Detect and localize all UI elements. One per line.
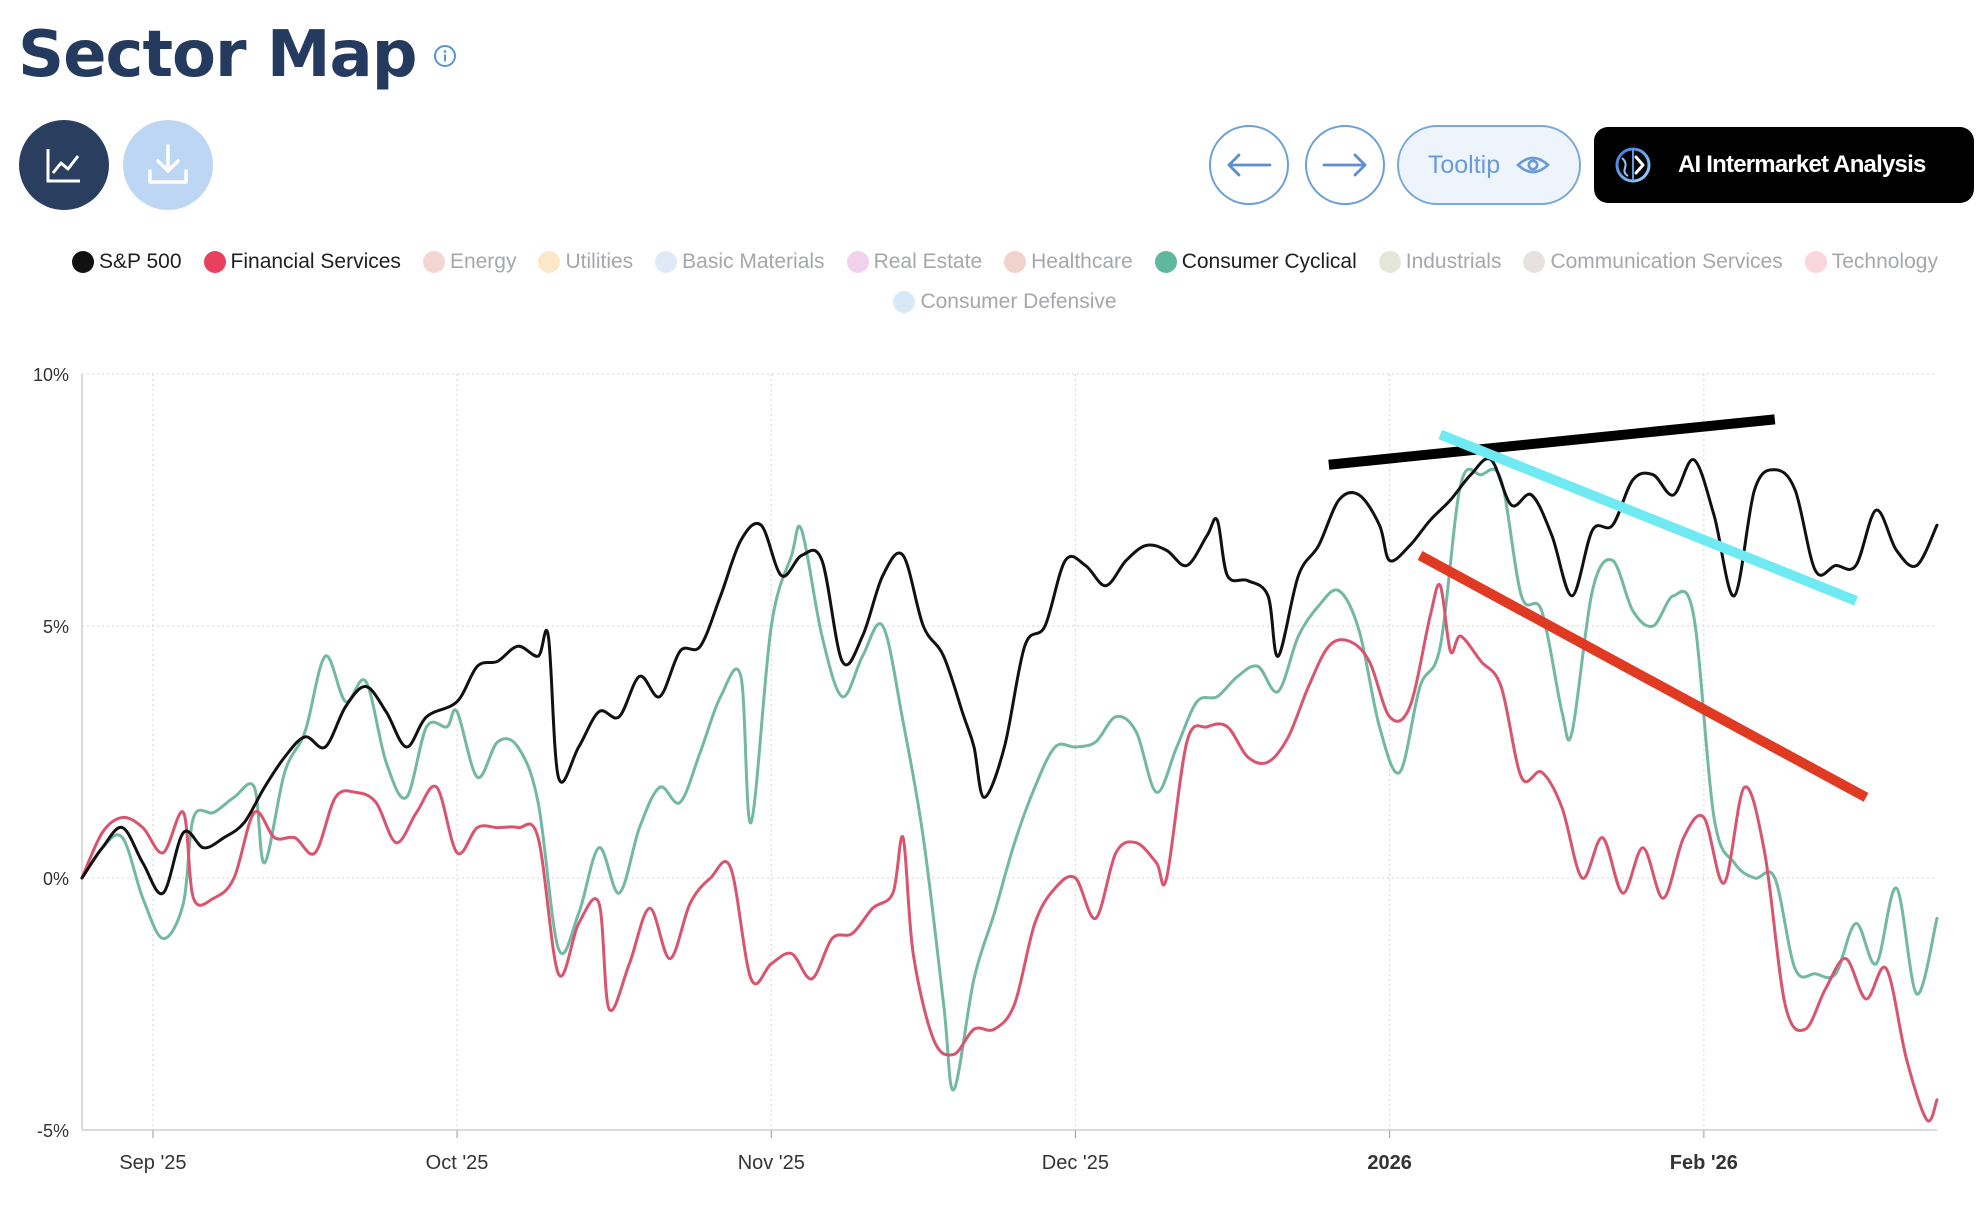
legend-item[interactable]: Real Estate	[846, 250, 983, 274]
legend-item[interactable]: Industrials	[1378, 250, 1502, 274]
legend-dot	[846, 251, 869, 273]
legend-label: Healthcare	[1031, 250, 1133, 273]
legend-item[interactable]: Healthcare	[1004, 250, 1133, 274]
legend-item[interactable]: Financial Services	[203, 250, 401, 274]
ai-button-label: AI Intermarket Analysis	[1678, 151, 1926, 178]
page-title: Sector Map	[18, 18, 418, 92]
series-line-consumer-cyclical	[80, 467, 1939, 1092]
legend-item[interactable]: Communication Services	[1523, 250, 1783, 274]
legend-label: Real Estate	[873, 250, 983, 273]
arrow-right-icon	[1322, 153, 1367, 177]
x-tick-label: Sep '25	[119, 1152, 186, 1174]
download-button[interactable]	[123, 120, 213, 210]
legend-dot	[1804, 251, 1827, 273]
series-line-financial-services	[80, 582, 1939, 1123]
tooltip-toggle[interactable]: Tooltip	[1397, 125, 1581, 205]
legend-dot	[72, 251, 95, 273]
legend-dot	[1154, 251, 1177, 273]
legend-dot	[1378, 251, 1401, 273]
ai-brain-icon	[1615, 147, 1651, 183]
chart-view-button[interactable]	[19, 120, 109, 210]
legend-dot	[655, 251, 678, 273]
y-tick-label: 10%	[33, 365, 69, 385]
legend-label: S&P 500	[99, 250, 182, 273]
legend-dot	[538, 251, 561, 273]
line-chart-icon	[46, 149, 80, 183]
legend-item[interactable]: Technology	[1804, 250, 1938, 274]
legend-item[interactable]: Utilities	[538, 250, 633, 274]
legend-item[interactable]: Consumer Defensive	[893, 290, 1117, 314]
legend-dot	[1004, 251, 1027, 273]
legend-dot	[422, 251, 445, 273]
info-icon[interactable]	[433, 44, 457, 73]
legend-dot	[1523, 251, 1546, 273]
legend-label: Energy	[449, 250, 517, 273]
legend-label: Consumer Defensive	[920, 290, 1117, 313]
sector-line-chart: 10% 5% 0% -5% Sep '25 Oct '25 Nov '25 Dec '25 20…	[33, 365, 1939, 1174]
chart-legend: S&P 500 Financial Services Energy Utilities…	[60, 250, 1950, 314]
tooltip-label: Tooltip	[1427, 150, 1501, 179]
legend-item[interactable]: S&P 500	[72, 250, 182, 274]
legend-item[interactable]: Basic Materials	[655, 250, 825, 274]
next-button[interactable]	[1305, 125, 1385, 205]
legend-label: Financial Services	[230, 250, 401, 273]
eye-icon	[1516, 156, 1551, 174]
legend-label: Technology	[1831, 250, 1938, 273]
legend-label: Communication Services	[1550, 250, 1783, 273]
trendline-annotation	[1417, 551, 1869, 802]
trendline-annotation	[1328, 414, 1776, 470]
y-tick-label: 5%	[43, 617, 69, 637]
legend-dot	[893, 291, 916, 313]
x-tick-label: Feb '26	[1670, 1152, 1738, 1174]
y-tick-label: -5%	[37, 1121, 69, 1141]
legend-item[interactable]: Energy	[422, 250, 517, 274]
ai-intermarket-analysis-button[interactable]: AI Intermarket Analysis	[1594, 127, 1974, 203]
legend-label: Industrials	[1405, 250, 1502, 273]
prev-button[interactable]	[1209, 125, 1289, 205]
x-tick-label: Oct '25	[426, 1152, 489, 1174]
x-tick-label: Nov '25	[738, 1152, 805, 1174]
y-tick-label: 0%	[43, 869, 69, 889]
legend-item[interactable]: Consumer Cyclical	[1154, 250, 1357, 274]
legend-label: Consumer Cyclical	[1181, 250, 1357, 273]
arrow-left-icon	[1227, 153, 1272, 177]
legend-label: Utilities	[565, 250, 634, 273]
trendline-annotation	[1438, 429, 1858, 606]
x-tick-label: 2026	[1367, 1152, 1412, 1174]
title-row: Sector Map	[18, 18, 457, 92]
legend-label: Basic Materials	[682, 250, 825, 273]
download-icon	[148, 144, 188, 184]
x-tick-label: Dec '25	[1042, 1152, 1109, 1174]
legend-dot	[203, 251, 226, 273]
